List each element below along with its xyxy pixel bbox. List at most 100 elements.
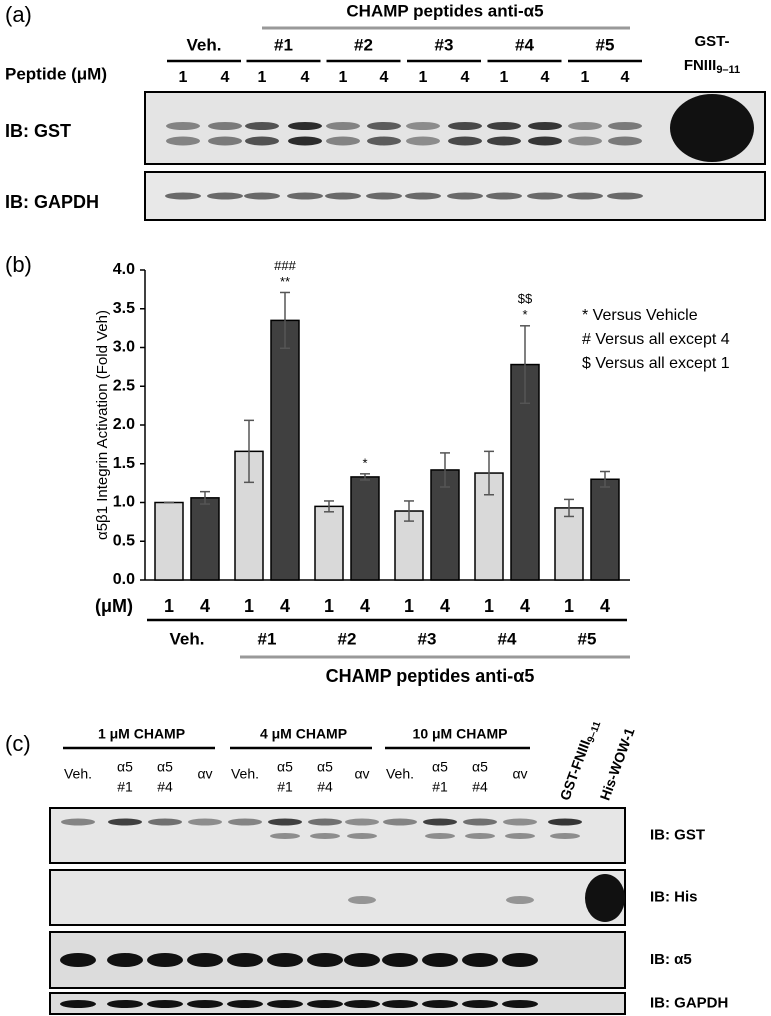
lane-label: #1 bbox=[432, 779, 448, 795]
band bbox=[287, 192, 323, 200]
band bbox=[108, 818, 142, 826]
control-label: FNIII9–11 bbox=[684, 57, 740, 76]
band bbox=[550, 833, 580, 839]
band bbox=[308, 818, 342, 826]
control-label-sub: 9–11 bbox=[716, 64, 740, 76]
band bbox=[60, 953, 96, 967]
band bbox=[506, 896, 534, 904]
lane-label: #1 bbox=[277, 779, 293, 795]
band bbox=[166, 136, 200, 146]
group-label: #1 bbox=[274, 35, 293, 54]
group-label: #4 bbox=[515, 35, 534, 54]
row-label: Peptide (μM) bbox=[5, 64, 107, 83]
group-label: #3 bbox=[435, 35, 454, 54]
control-label: His-WOW-1 bbox=[596, 725, 637, 802]
dose-label: 4 bbox=[461, 69, 470, 86]
band bbox=[268, 818, 302, 826]
band bbox=[548, 818, 582, 826]
dose-label: 1 bbox=[564, 596, 574, 616]
band bbox=[348, 896, 376, 904]
dose-label: 4 bbox=[380, 69, 389, 86]
band bbox=[462, 1000, 498, 1008]
band bbox=[326, 122, 360, 130]
error-bar bbox=[324, 500, 334, 513]
legend-entry: # Versus all except 4 bbox=[582, 331, 730, 348]
band bbox=[367, 122, 401, 130]
control-label-main: FNIII bbox=[684, 57, 717, 74]
band bbox=[406, 122, 440, 130]
band bbox=[307, 953, 343, 967]
dose-label: 1 bbox=[484, 596, 494, 616]
band bbox=[227, 1000, 263, 1008]
band bbox=[405, 192, 441, 200]
band bbox=[502, 1000, 538, 1008]
band bbox=[61, 818, 95, 826]
lane-label: #4 bbox=[317, 779, 333, 795]
bar bbox=[394, 510, 424, 581]
band bbox=[187, 1000, 223, 1008]
dose-label: 1 bbox=[244, 596, 254, 616]
band bbox=[307, 1000, 343, 1008]
lane-label: α5 bbox=[472, 759, 488, 775]
band bbox=[228, 818, 262, 826]
band bbox=[528, 136, 562, 146]
dose-label: 1 bbox=[581, 69, 590, 86]
band bbox=[60, 1000, 96, 1008]
y-axis-label: α5β1 Integrin Activation (Fold Veh) bbox=[94, 310, 111, 540]
band bbox=[423, 818, 457, 826]
band bbox=[503, 818, 537, 826]
band bbox=[487, 122, 521, 130]
blot-label: IB: GAPDH bbox=[5, 192, 99, 212]
lane-label: #4 bbox=[157, 779, 173, 795]
error-bar bbox=[200, 490, 210, 505]
y-tick-label: 3.5 bbox=[113, 300, 135, 317]
band bbox=[147, 1000, 183, 1008]
y-tick-label: 0.0 bbox=[113, 571, 135, 588]
band bbox=[527, 192, 563, 200]
bar bbox=[554, 507, 584, 581]
band bbox=[448, 122, 482, 130]
band bbox=[502, 953, 538, 967]
error-bar bbox=[280, 291, 290, 350]
band bbox=[208, 136, 242, 146]
control-label-main: His-WOW-1 bbox=[596, 725, 637, 802]
band bbox=[310, 833, 340, 839]
x-tick-label: #4 bbox=[498, 629, 517, 648]
band bbox=[448, 136, 482, 146]
band bbox=[567, 192, 603, 200]
legend-entry: * Versus Vehicle bbox=[582, 307, 698, 324]
lane-label: Veh. bbox=[386, 766, 414, 782]
dose-label: 4 bbox=[621, 69, 630, 86]
dose-label: 1 bbox=[339, 69, 348, 86]
band bbox=[447, 192, 483, 200]
band bbox=[227, 953, 263, 967]
legend-entry: $ Versus all except 1 bbox=[582, 355, 730, 372]
band bbox=[465, 833, 495, 839]
band bbox=[383, 818, 417, 826]
band bbox=[505, 833, 535, 839]
x-tick-label: Veh. bbox=[170, 629, 205, 648]
dose-label: 1 bbox=[258, 69, 267, 86]
band bbox=[608, 122, 642, 130]
lane-label: αv bbox=[512, 766, 527, 782]
x-axis-label: (μM) bbox=[95, 596, 133, 616]
dose-label: 4 bbox=[520, 596, 530, 616]
band bbox=[288, 122, 322, 130]
error-bar bbox=[484, 450, 494, 496]
bar bbox=[350, 476, 380, 581]
dose-label: 4 bbox=[541, 69, 550, 86]
band bbox=[166, 122, 200, 130]
dose-label: 4 bbox=[440, 596, 450, 616]
dose-label: 4 bbox=[200, 596, 210, 616]
x-tick-label: #2 bbox=[338, 629, 357, 648]
band bbox=[188, 818, 222, 826]
significance-label: * bbox=[522, 307, 527, 322]
band bbox=[425, 833, 455, 839]
band bbox=[187, 953, 223, 967]
dose-label: 4 bbox=[301, 69, 310, 86]
bar bbox=[590, 478, 620, 581]
y-tick-label: 2.5 bbox=[113, 377, 135, 394]
lane-label: #1 bbox=[117, 779, 133, 795]
